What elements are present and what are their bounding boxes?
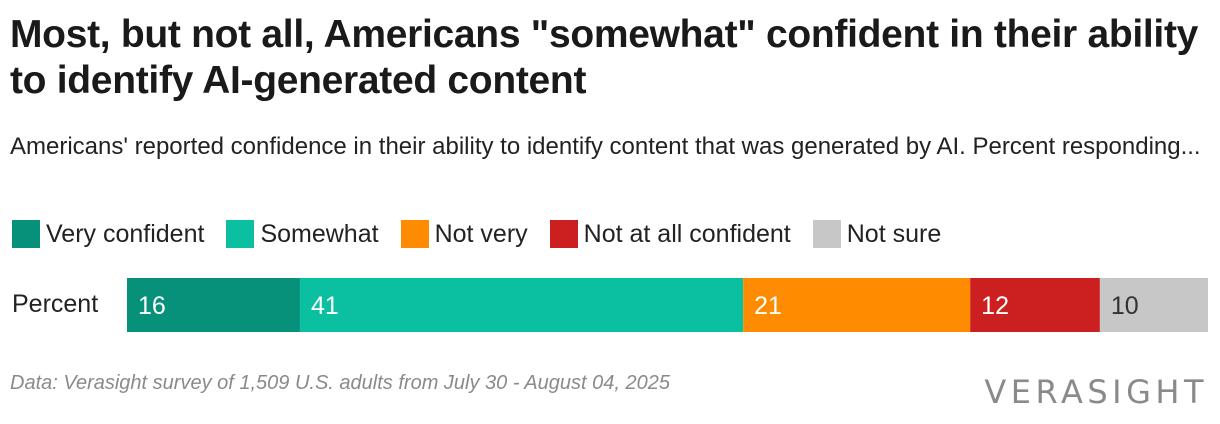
legend-swatch — [812, 220, 841, 248]
legend-item-very-confident: Very confident — [12, 220, 204, 248]
legend-item-somewhat: Somewhat — [226, 220, 379, 248]
bar-segment-not-sure — [1099, 278, 1208, 332]
chart-title: Most, but not all, Americans "somewhat" … — [10, 13, 1199, 102]
data-label-not-sure: 10 — [1111, 292, 1139, 320]
data-label-somewhat: 41 — [311, 292, 339, 320]
legend-item-not-sure: Not sure — [812, 220, 942, 248]
legend-item-not-very: Not very — [400, 220, 528, 248]
legend-swatch — [400, 220, 429, 248]
data-source-note: Data: Verasight survey of 1,509 U.S. adu… — [10, 372, 670, 394]
legend-label: Very confident — [46, 220, 205, 248]
verasight-logo: VERASIGHT — [984, 373, 1208, 411]
legend-swatch — [226, 220, 255, 248]
stacked-bar-chart: 16 41 21 12 10 — [127, 278, 1208, 332]
legend-swatch — [12, 220, 40, 248]
legend-swatch — [549, 220, 578, 248]
legend-label: Not very — [434, 220, 528, 248]
legend-label: Not sure — [846, 220, 942, 248]
category-label: Percent — [12, 290, 99, 318]
data-label-very-confident: 16 — [138, 292, 166, 320]
data-label-not-at-all-confident: 12 — [981, 292, 1009, 320]
legend-item-not-at-all-confident: Not at all confident — [549, 220, 791, 248]
bar-segment-somewhat — [299, 278, 744, 332]
chart-legend: Very confident Somewhat Not very Not at all… — [12, 216, 963, 252]
legend-label: Not at all confident — [583, 220, 791, 248]
chart-subtitle: Americans' reported confidence in their … — [10, 133, 1201, 160]
bar-segment-very-confident — [127, 278, 300, 332]
bar-segment-not-at-all-confident — [970, 278, 1100, 332]
data-label-not-very: 21 — [754, 292, 782, 320]
bar-segment-not-very — [743, 278, 971, 332]
legend-label: Somewhat — [260, 220, 379, 248]
